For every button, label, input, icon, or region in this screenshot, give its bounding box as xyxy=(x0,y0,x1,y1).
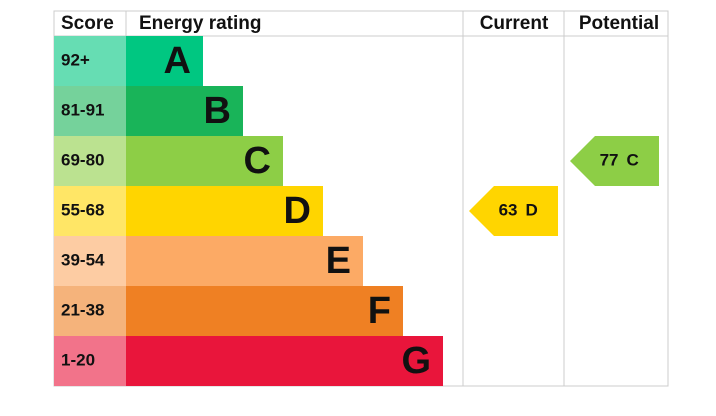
score-cell xyxy=(54,286,126,336)
header: Current xyxy=(480,13,549,34)
score-label: 55-68 xyxy=(61,200,104,219)
score-label: 21-38 xyxy=(61,300,104,319)
rating-letter: B xyxy=(204,90,231,132)
potential-arrow xyxy=(570,136,659,186)
rating-letter: D xyxy=(284,190,311,232)
header: Energy rating xyxy=(139,13,261,34)
current-score: 63 xyxy=(499,200,518,219)
rating-bar xyxy=(126,86,243,136)
rating-letter: G xyxy=(401,340,431,382)
score-cell xyxy=(54,186,126,236)
score-cell xyxy=(54,86,126,136)
score-cell xyxy=(54,36,126,86)
score-cell xyxy=(54,136,126,186)
score-label: 1-20 xyxy=(61,350,95,369)
rating-bar xyxy=(126,286,403,336)
rating-letter: E xyxy=(326,240,351,282)
rating-letter: F xyxy=(368,290,391,332)
header: Score xyxy=(61,13,114,34)
score-cell xyxy=(54,336,126,386)
rating-letter: C xyxy=(244,140,271,182)
rating-bar xyxy=(126,236,363,286)
rating-bar xyxy=(126,136,283,186)
score-label: 69-80 xyxy=(61,150,104,169)
current-arrow xyxy=(469,186,558,236)
rating-letter: A xyxy=(164,40,191,82)
potential-score: 77 xyxy=(600,150,619,169)
rating-bar xyxy=(126,336,443,386)
score-cell xyxy=(54,236,126,286)
current-letter: D xyxy=(526,200,538,219)
rating-bar xyxy=(126,36,203,86)
score-label: 92+ xyxy=(61,50,90,69)
score-label: 81-91 xyxy=(61,100,104,119)
header: Potential xyxy=(579,13,659,34)
score-label: 39-54 xyxy=(61,250,105,269)
potential-letter: C xyxy=(627,150,639,169)
rating-bar xyxy=(126,186,323,236)
